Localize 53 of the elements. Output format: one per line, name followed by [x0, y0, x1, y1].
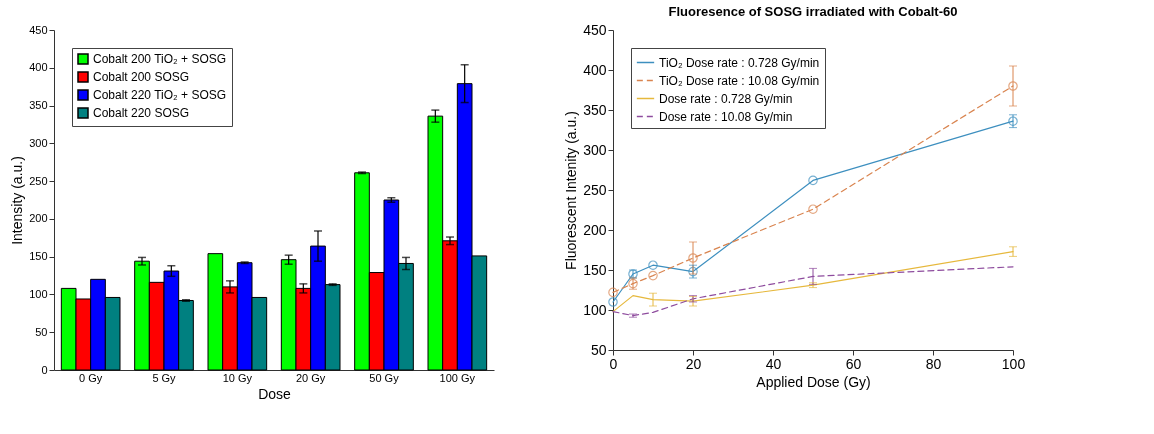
y-tick-label: 200 [29, 212, 48, 225]
x-tick-label: 0 [609, 355, 618, 372]
x-tick-label: 5 Gy [152, 371, 177, 384]
y-tick-label: 400 [583, 61, 607, 78]
y-tick-label: 450 [583, 21, 607, 38]
x-tick-label: 10 Gy [222, 371, 253, 384]
legend-label: Cobalt 200 TiO₂ + SOSG [93, 52, 227, 66]
y-tick-label: 50 [35, 325, 48, 338]
x-tick-label: 80 [925, 355, 942, 372]
legend-label: Cobalt 220 TiO₂ + SOSG [93, 88, 227, 102]
y-tick-label: 100 [29, 287, 48, 300]
y-tick-label: 300 [29, 136, 48, 149]
y-tick-label: 250 [583, 181, 607, 198]
point [808, 204, 818, 214]
x-axis-title: Dose [258, 385, 292, 402]
y-tick-label: 250 [29, 174, 48, 187]
legend-label: TiO₂ Dose rate : 10.08 Gy/min [659, 73, 820, 88]
x-tick-label: 20 Gy [295, 371, 326, 384]
y-tick-label: 150 [583, 261, 607, 278]
line-series [612, 266, 1014, 317]
y-axis-title: Intensity (a.u.) [9, 156, 26, 245]
x-tick-label: 100 [1001, 355, 1026, 372]
point [648, 270, 658, 281]
line-series [612, 251, 1014, 313]
chart-title: Fluoresence of SOSG irradiated with Cobalt-60 [668, 4, 958, 19]
y-axis-title: Fluorescent Intenity (a.u.) [563, 111, 580, 270]
point [1008, 81, 1018, 91]
x-tick-label: 100 Gy [439, 371, 476, 384]
x-tick-label: 60 [845, 355, 862, 372]
point [688, 253, 698, 263]
y-tick-label: 200 [583, 221, 607, 238]
y-tick-label: 50 [590, 341, 607, 358]
point [608, 287, 618, 298]
y-tick-label: 350 [29, 99, 48, 112]
legend-label: Cobalt 220 SOSG [93, 106, 190, 120]
y-tick-label: 450 [29, 23, 48, 36]
x-tick-label: 40 [765, 355, 782, 372]
legend-label: Dose rate : 10.08 Gy/min [659, 109, 793, 124]
legend-label: Dose rate : 0.728 Gy/min [659, 91, 793, 106]
x-tick-label: 20 [685, 355, 702, 372]
y-tick-label: 350 [583, 101, 607, 118]
x-tick-label: 0 Gy [79, 371, 103, 384]
y-tick-label: 150 [29, 250, 48, 263]
point [808, 175, 818, 186]
x-tick-label: 50 Gy [369, 371, 400, 384]
x-axis-title: Applied Dose (Gy) [756, 373, 871, 390]
point [648, 260, 658, 270]
point [608, 297, 618, 307]
y-tick-label: 400 [29, 61, 48, 74]
legend-label: TiO₂ Dose rate : 0.728 Gy/min [659, 55, 820, 70]
y-tick-label: 300 [583, 141, 607, 158]
y-tick-label: 100 [583, 301, 607, 318]
legend-label: Cobalt 200 SOSG [93, 70, 190, 84]
